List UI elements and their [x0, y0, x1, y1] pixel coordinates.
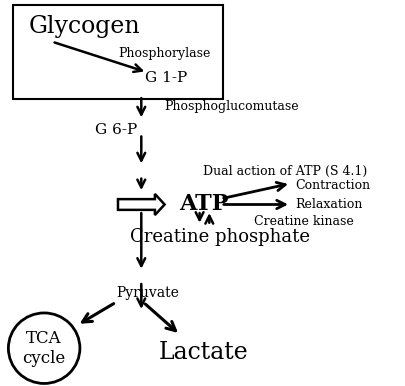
FancyArrow shape: [118, 194, 164, 215]
FancyBboxPatch shape: [13, 5, 223, 99]
Text: TCA
cycle: TCA cycle: [23, 330, 66, 366]
Text: Relaxation: Relaxation: [295, 198, 362, 211]
Text: Phosphorylase: Phosphorylase: [118, 47, 210, 59]
Text: Lactate: Lactate: [159, 340, 248, 364]
Text: Creatine kinase: Creatine kinase: [254, 215, 354, 228]
Text: Pyruvate: Pyruvate: [116, 286, 179, 300]
Text: Glycogen: Glycogen: [29, 15, 140, 38]
Text: Contraction: Contraction: [295, 179, 370, 192]
Text: ATP: ATP: [179, 193, 228, 215]
Text: Phosphoglucomutase: Phosphoglucomutase: [164, 100, 299, 113]
Text: Creatine phosphate: Creatine phosphate: [130, 228, 310, 246]
Text: G 6-P: G 6-P: [95, 123, 137, 137]
Text: G 1-P: G 1-P: [145, 71, 188, 85]
Text: Dual action of ATP (S 4.1): Dual action of ATP (S 4.1): [203, 166, 368, 178]
